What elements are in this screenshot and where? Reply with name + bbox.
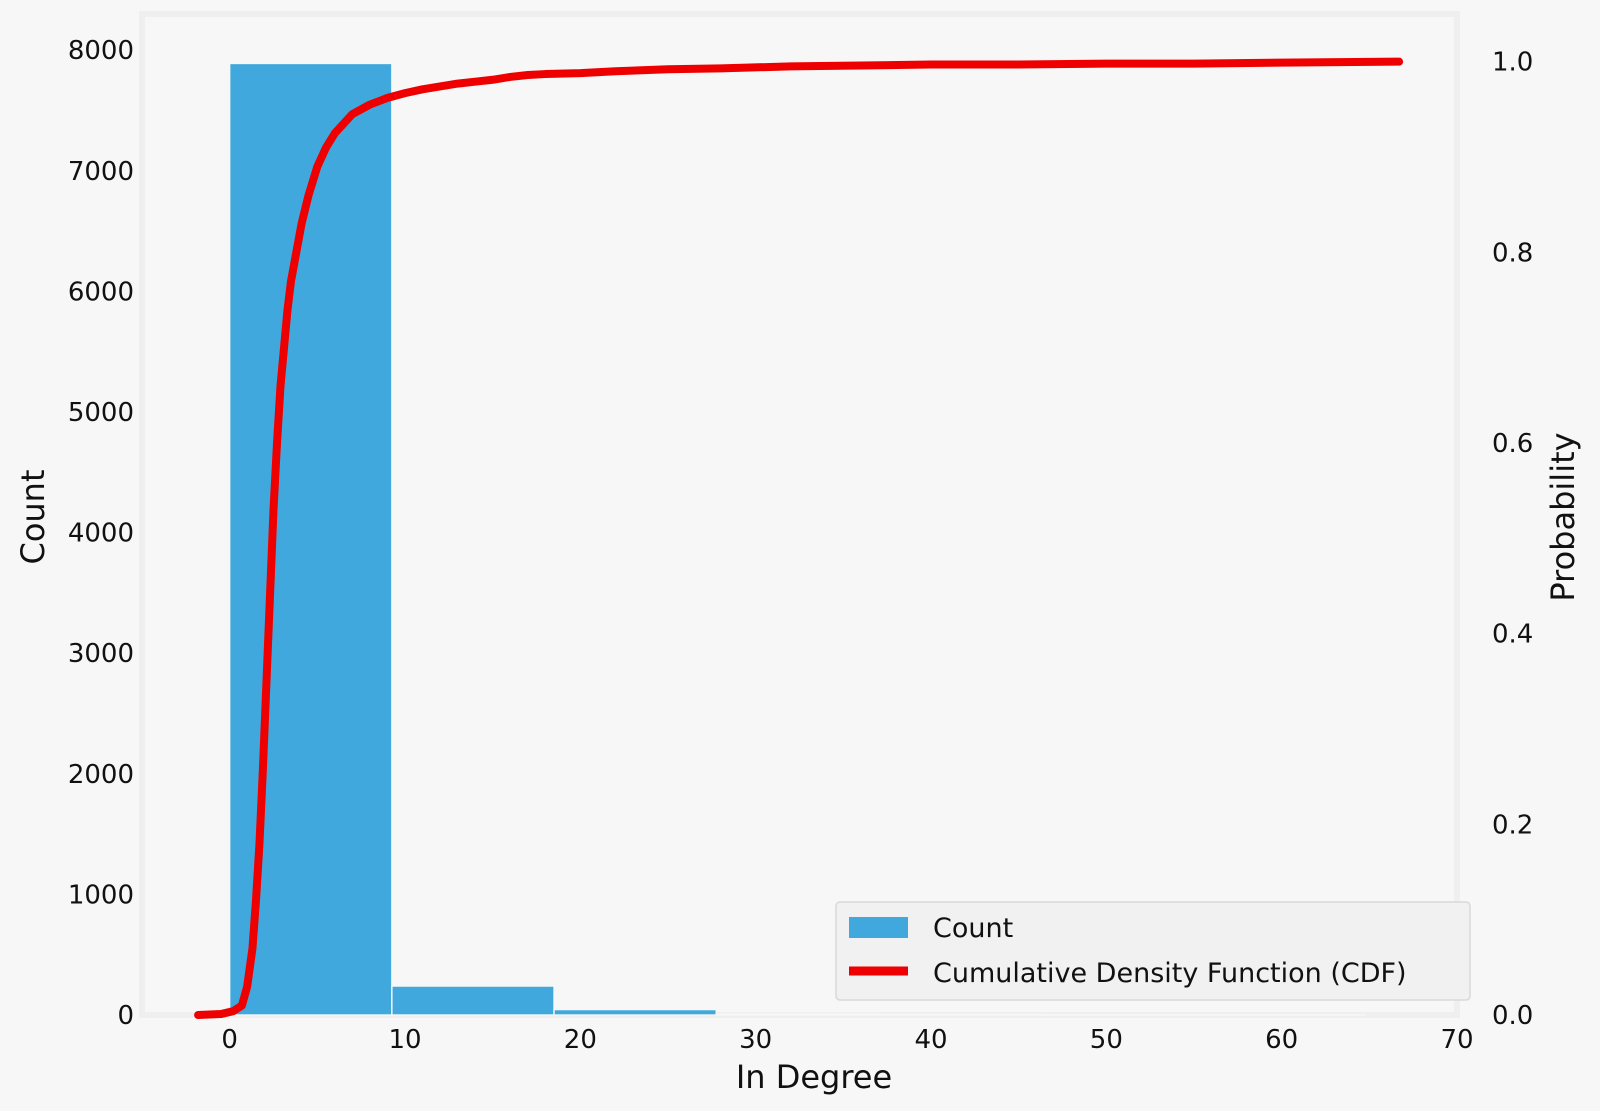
right-y-tick-label-5: 1.0	[1492, 48, 1533, 78]
x-tick-label-7: 70	[1440, 1025, 1473, 1055]
x-tick-label-1: 10	[388, 1025, 421, 1055]
left-y-tick-label-1: 1000	[68, 880, 134, 910]
x-tick-label-2: 20	[564, 1025, 597, 1055]
left-y-tick-label-4: 4000	[68, 519, 134, 549]
histogram-bar-2	[553, 1008, 717, 1016]
x-axis-ticks: 0 10 20 30 40 50 60 70	[221, 1025, 1473, 1055]
x-tick-label-5: 50	[1090, 1025, 1123, 1055]
legend-count-label: Count	[933, 913, 1013, 944]
legend: Count Cumulative Density Function (CDF)	[835, 901, 1471, 1001]
left-y-axis-title: Count	[14, 469, 52, 564]
x-tick-label-6: 60	[1265, 1025, 1298, 1055]
right-y-tick-label-0: 0.0	[1492, 1001, 1533, 1031]
left-y-tick-label-5: 5000	[68, 398, 134, 428]
right-y-tick-label-2: 0.4	[1492, 620, 1533, 650]
x-tick-label-4: 40	[914, 1025, 947, 1055]
left-y-tick-label-6: 6000	[68, 277, 134, 307]
x-tick-label-0: 0	[221, 1025, 238, 1055]
right-y-tick-label-4: 0.8	[1492, 238, 1533, 268]
right-y-axis-ticks: 0.0 0.2 0.4 0.6 0.8 1.0	[1492, 48, 1533, 1031]
right-y-tick-label-3: 0.6	[1492, 429, 1533, 459]
histogram-bar-1	[391, 985, 555, 1016]
left-y-tick-label-2: 2000	[68, 760, 134, 790]
cdf-line	[194, 57, 1404, 1019]
left-y-tick-label-7: 7000	[68, 157, 134, 187]
histogram-bar-3	[715, 1013, 880, 1016]
legend-count-swatch	[849, 917, 908, 938]
cdf-line-layer	[194, 57, 1404, 1019]
legend-box	[835, 901, 1471, 1001]
left-y-tick-label-3: 3000	[68, 639, 134, 669]
left-y-tick-label-8: 8000	[68, 36, 134, 66]
right-y-axis-title: Probability	[1544, 432, 1582, 601]
x-tick-label-3: 30	[739, 1025, 772, 1055]
left-y-axis-ticks: 0 1000 2000 3000 4000 5000 6000 7000 8000	[68, 36, 134, 1031]
x-axis-title: In Degree	[736, 1058, 892, 1096]
legend-cdf-label: Cumulative Density Function (CDF)	[933, 958, 1407, 989]
right-y-tick-label-1: 0.2	[1492, 810, 1533, 840]
left-y-tick-label-0: 0	[117, 1001, 134, 1031]
